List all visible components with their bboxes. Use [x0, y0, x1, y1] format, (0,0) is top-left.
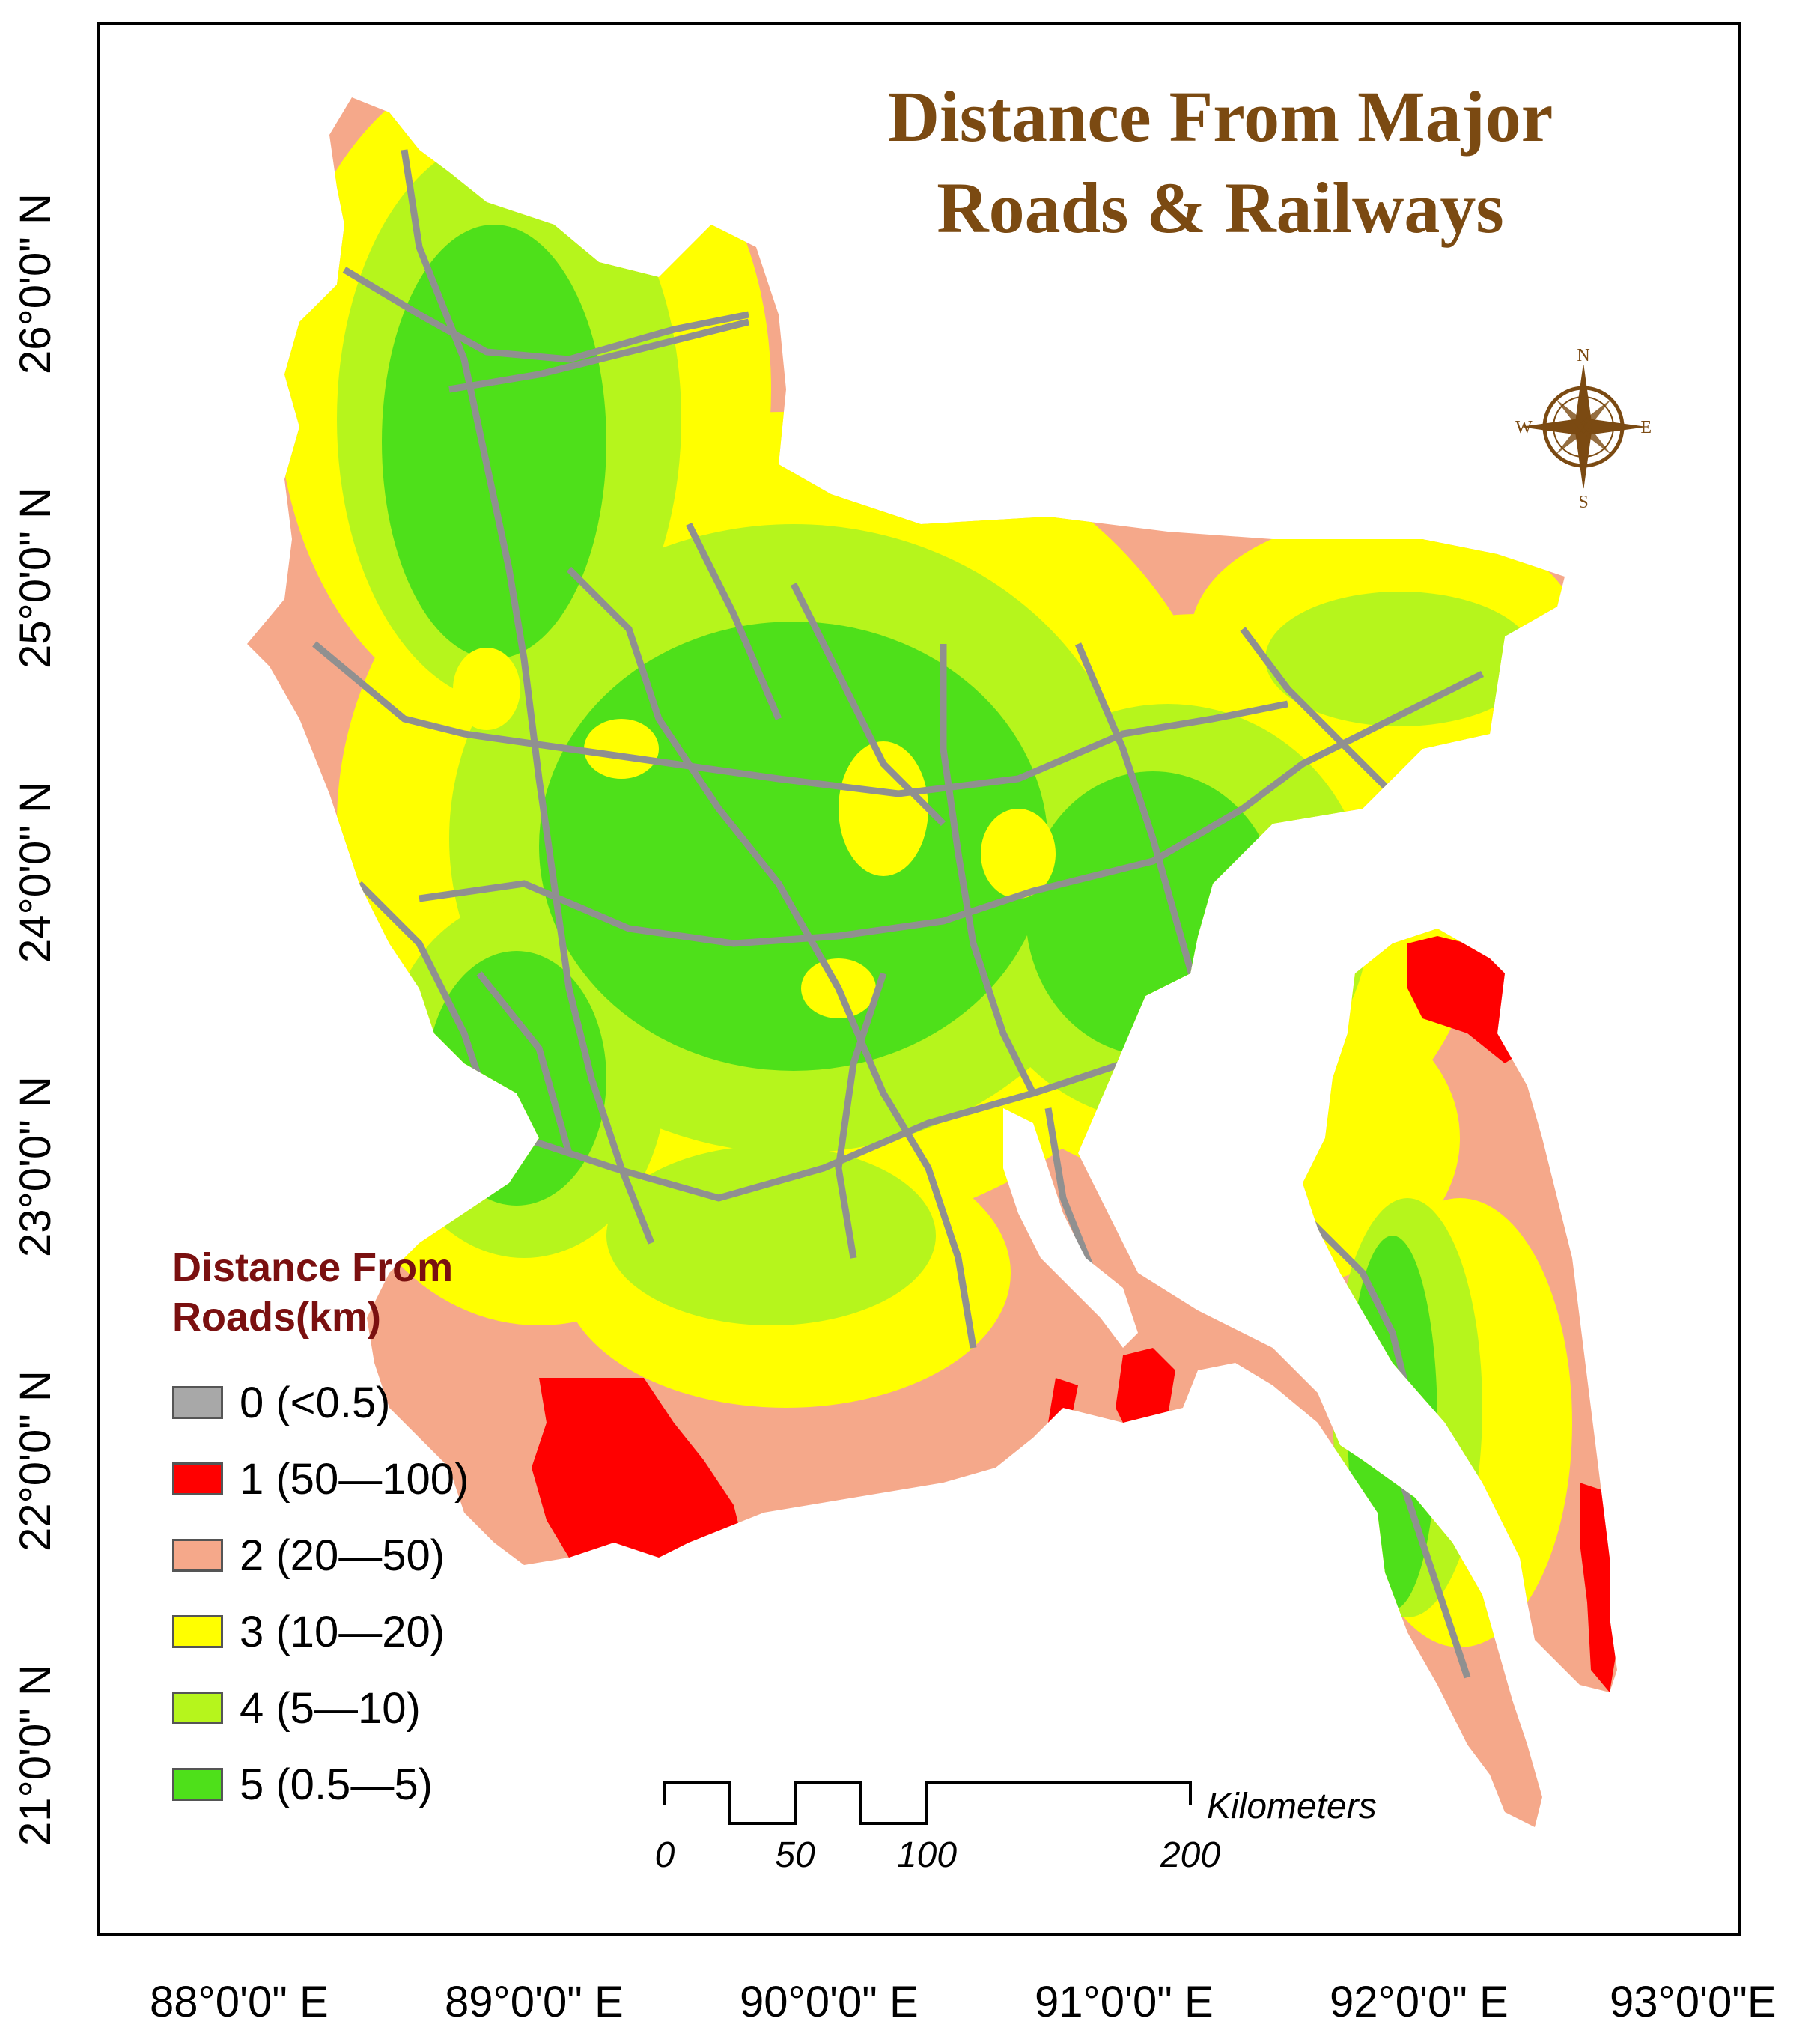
legend-item-1: 1 (50—100) — [172, 1441, 469, 1517]
scale-bar — [663, 1781, 1192, 1825]
lon-label-89: 89°0'0" E — [445, 1978, 624, 2026]
west-label: W — [1515, 418, 1533, 437]
map-frame — [97, 22, 1741, 1936]
lon-label-88: 88°0'0" E — [150, 1978, 329, 2026]
scale-tick-50: 50 — [775, 1835, 815, 1875]
legend-swatch-4 — [172, 1692, 223, 1724]
south-label: S — [1578, 493, 1588, 509]
map-title: Distance From Major Roads & Railways — [779, 71, 1662, 254]
legend-swatch-3 — [172, 1615, 223, 1648]
legend-swatch-0 — [172, 1386, 223, 1419]
lon-label-93: 93°0'0"E — [1610, 1978, 1777, 2026]
lat-label-24: 24°0'0" N — [11, 782, 60, 963]
lat-label-23: 23°0'0" N — [11, 1076, 60, 1257]
legend-swatch-1 — [172, 1462, 223, 1495]
scale-tick-200: 200 — [1160, 1835, 1221, 1875]
scale-tick-100: 100 — [896, 1835, 958, 1875]
legend-item-0: 0 (<0.5) — [172, 1364, 469, 1441]
legend-item-5: 5 (0.5—5) — [172, 1746, 469, 1823]
legend-item-2: 2 (20—50) — [172, 1517, 469, 1593]
scale-unit-label: Kilometers — [1207, 1787, 1377, 1826]
scale-tick-0: 0 — [654, 1835, 675, 1875]
legend: Distance From Roads(km) 0 (<0.5) 1 (50—1… — [172, 1243, 469, 1823]
lat-label-22: 22°0'0" N — [11, 1370, 60, 1552]
lat-label-26: 26°0'0" N — [11, 193, 60, 374]
legend-label-2: 2 (20—50) — [240, 1531, 445, 1580]
lat-label-25: 25°0'0" N — [11, 487, 60, 669]
legend-swatch-2 — [172, 1539, 223, 1572]
lon-label-91: 91°0'0" E — [1035, 1978, 1214, 2026]
map-title-line1: Distance From Major — [887, 76, 1553, 157]
legend-label-4: 4 (5—10) — [240, 1683, 421, 1733]
legend-label-5: 5 (0.5—5) — [240, 1760, 433, 1809]
legend-item-4: 4 (5—10) — [172, 1670, 469, 1746]
east-label: E — [1640, 418, 1652, 437]
legend-title-line2: Roads(km) — [172, 1295, 382, 1340]
legend-label-0: 0 (<0.5) — [240, 1378, 391, 1427]
lon-label-90: 90°0'0" E — [740, 1978, 919, 2026]
legend-item-3: 3 (10—20) — [172, 1593, 469, 1670]
class-3-pockets — [453, 648, 1056, 1018]
class-1-zone — [532, 936, 1617, 1692]
legend-label-3: 3 (10—20) — [240, 1607, 445, 1656]
north-label: N — [1577, 346, 1589, 365]
north-arrow-icon: N S W E — [1515, 346, 1652, 509]
lon-label-92: 92°0'0" E — [1330, 1978, 1509, 2026]
map-title-line2: Roads & Railways — [937, 168, 1504, 248]
legend-title: Distance From Roads(km) — [172, 1243, 469, 1342]
legend-label-1: 1 (50—100) — [240, 1454, 469, 1504]
legend-swatch-5 — [172, 1768, 223, 1801]
legend-title-line1: Distance From — [172, 1245, 454, 1290]
lat-label-21: 21°0'0" N — [11, 1665, 60, 1846]
